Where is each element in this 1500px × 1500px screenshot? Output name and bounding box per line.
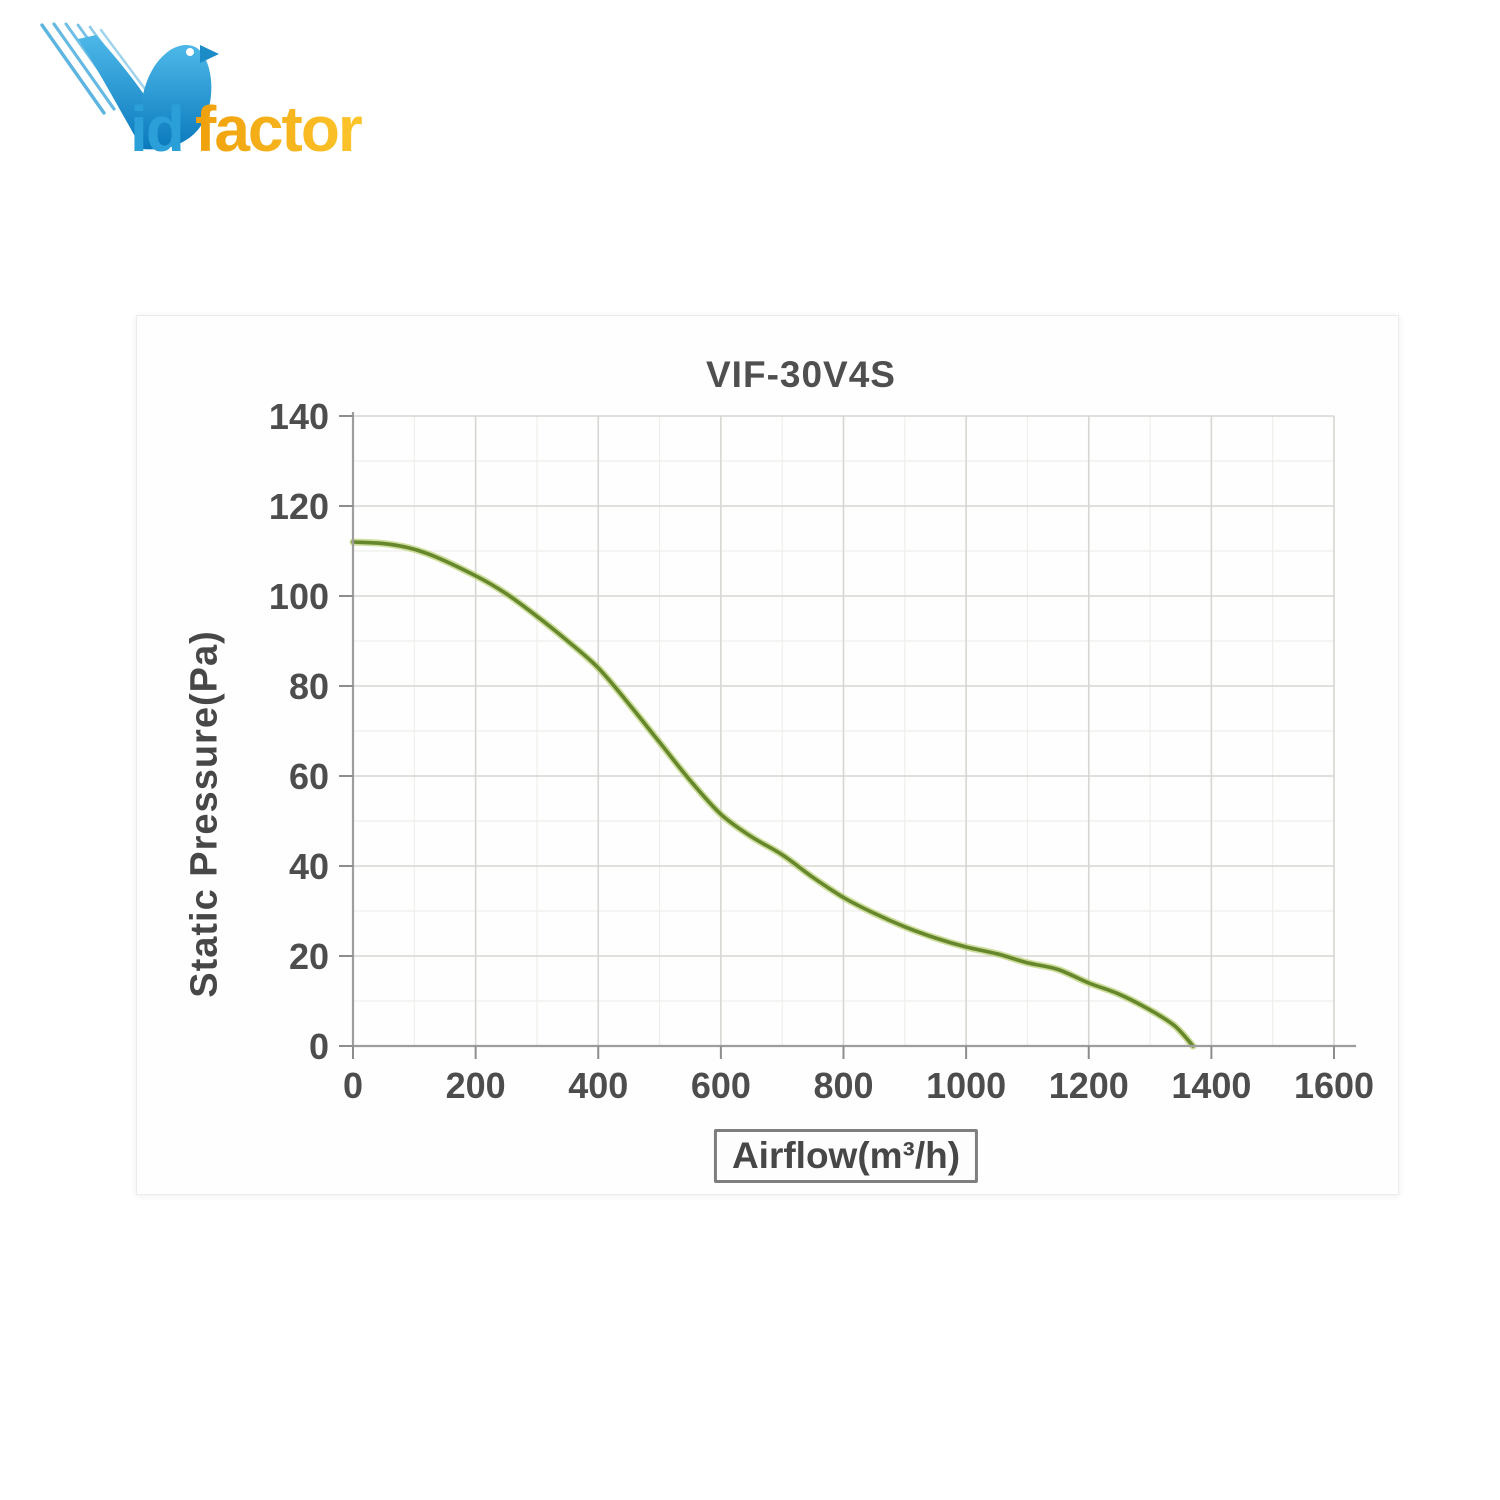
x-tick-label: 600	[691, 1065, 751, 1106]
y-tick-label: 100	[269, 576, 329, 617]
y-tick-label: 0	[309, 1026, 329, 1067]
vidfactor-logo: id factor	[40, 22, 364, 165]
x-tick-label: 800	[813, 1065, 873, 1106]
x-tick-label: 200	[446, 1065, 506, 1106]
x-tick-label: 400	[568, 1065, 628, 1106]
y-tick-label: 20	[289, 936, 329, 977]
y-tick-label: 60	[289, 756, 329, 797]
beak-icon	[200, 45, 219, 63]
fan-curve-halo	[349, 538, 1197, 1050]
y-tick-label: 40	[289, 846, 329, 887]
y-tick-label: 80	[289, 666, 329, 707]
brand-text-blue: id	[130, 93, 183, 165]
y-tick-label: 140	[269, 396, 329, 437]
chart-title: VIF-30V4S	[706, 354, 896, 395]
x-tick-label: 1600	[1294, 1065, 1374, 1106]
x-tick-label: 1400	[1171, 1065, 1251, 1106]
eye-icon	[186, 48, 194, 56]
fan-curve-chart-panel: 0 20 40 60 80 100 120 140 0 200 400 600 800 1000 1200 1…	[136, 315, 1399, 1195]
fan-curve-line	[351, 540, 1195, 1048]
bird-icon	[78, 35, 219, 150]
x-tick-label: 0	[343, 1065, 363, 1106]
brand-text-orange: factor	[195, 93, 362, 165]
x-axis-title-box: Airflow(m³/h)	[713, 1129, 979, 1183]
y-tick-label: 120	[269, 486, 329, 527]
y-axis-title: Static Pressure(Pa)	[183, 630, 226, 998]
x-tick-label: 1000	[926, 1065, 1006, 1106]
x-tick-label: 1200	[1049, 1065, 1129, 1106]
